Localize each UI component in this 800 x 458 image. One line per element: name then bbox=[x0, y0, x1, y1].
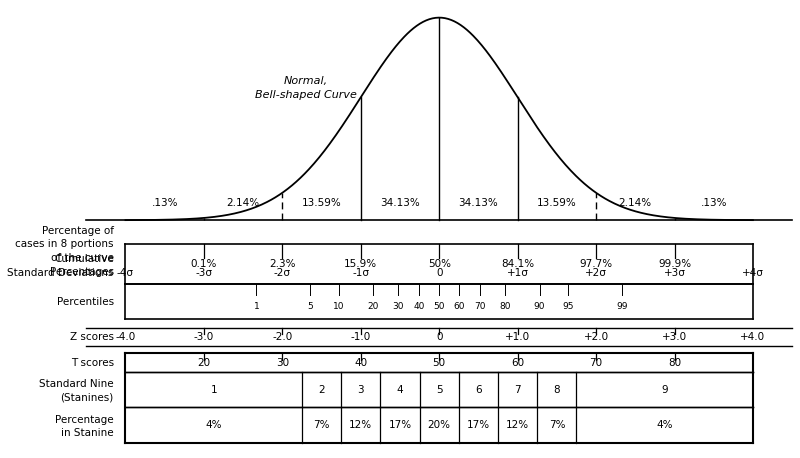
Text: 30: 30 bbox=[392, 301, 404, 311]
Text: Percentiles: Percentiles bbox=[57, 297, 114, 307]
Text: Cumulative: Cumulative bbox=[54, 254, 114, 264]
Text: 97.7%: 97.7% bbox=[579, 259, 613, 269]
Text: 20%: 20% bbox=[428, 420, 450, 430]
Text: Standard Deviations: Standard Deviations bbox=[7, 268, 114, 278]
Text: 80: 80 bbox=[499, 301, 511, 311]
Text: -3σ: -3σ bbox=[195, 268, 213, 278]
Text: 1: 1 bbox=[254, 301, 259, 311]
Text: 70: 70 bbox=[590, 358, 602, 368]
Text: 40: 40 bbox=[354, 358, 367, 368]
Text: 8: 8 bbox=[554, 385, 560, 395]
Text: +2.0: +2.0 bbox=[583, 332, 609, 342]
Text: -2.0: -2.0 bbox=[272, 332, 293, 342]
Text: Percentages: Percentages bbox=[50, 267, 114, 277]
Text: 0.1%: 0.1% bbox=[190, 259, 217, 269]
Text: +2σ: +2σ bbox=[585, 268, 607, 278]
Text: 5: 5 bbox=[307, 301, 313, 311]
Text: -3.0: -3.0 bbox=[194, 332, 214, 342]
Text: 95: 95 bbox=[562, 301, 574, 311]
Text: 20: 20 bbox=[198, 358, 210, 368]
Text: 0: 0 bbox=[436, 332, 442, 342]
Text: +4σ: +4σ bbox=[742, 268, 764, 278]
Text: 1: 1 bbox=[210, 385, 217, 395]
Text: 2.3%: 2.3% bbox=[269, 259, 296, 269]
Text: 13.59%: 13.59% bbox=[302, 197, 342, 207]
Text: Z scores: Z scores bbox=[70, 332, 114, 342]
Text: 60: 60 bbox=[454, 301, 465, 311]
Text: 7: 7 bbox=[514, 385, 521, 395]
Text: Percentage: Percentage bbox=[55, 414, 114, 425]
Text: 4: 4 bbox=[397, 385, 403, 395]
Text: 4%: 4% bbox=[206, 420, 222, 430]
Text: 0: 0 bbox=[436, 268, 442, 278]
Text: 70: 70 bbox=[474, 301, 486, 311]
Text: 2.14%: 2.14% bbox=[618, 197, 652, 207]
Text: 50%: 50% bbox=[428, 259, 450, 269]
Text: T scores: T scores bbox=[70, 358, 114, 368]
Text: 80: 80 bbox=[668, 358, 681, 368]
Text: +4.0: +4.0 bbox=[740, 332, 766, 342]
Text: 20: 20 bbox=[367, 301, 379, 311]
Text: 50: 50 bbox=[433, 358, 446, 368]
Text: 10: 10 bbox=[333, 301, 345, 311]
Text: 2: 2 bbox=[318, 385, 325, 395]
Text: -4.0: -4.0 bbox=[115, 332, 136, 342]
Text: 34.13%: 34.13% bbox=[458, 197, 498, 207]
Text: 5: 5 bbox=[436, 385, 442, 395]
Text: 84.1%: 84.1% bbox=[501, 259, 534, 269]
Text: 3: 3 bbox=[358, 385, 364, 395]
Text: .13%: .13% bbox=[701, 197, 727, 207]
Text: Normal,
Bell-shaped Curve: Normal, Bell-shaped Curve bbox=[255, 76, 357, 100]
Text: -1σ: -1σ bbox=[352, 268, 370, 278]
Text: -1.0: -1.0 bbox=[350, 332, 371, 342]
Text: 17%: 17% bbox=[467, 420, 490, 430]
Text: 50: 50 bbox=[434, 301, 445, 311]
Text: 7%: 7% bbox=[549, 420, 565, 430]
Text: Standard Nine: Standard Nine bbox=[39, 380, 114, 389]
Text: +3.0: +3.0 bbox=[662, 332, 687, 342]
Text: 12%: 12% bbox=[350, 420, 372, 430]
Text: of the curve: of the curve bbox=[50, 253, 114, 262]
Text: 40: 40 bbox=[414, 301, 425, 311]
Text: -4σ: -4σ bbox=[117, 268, 134, 278]
Text: 99.9%: 99.9% bbox=[658, 259, 691, 269]
Text: 99: 99 bbox=[616, 301, 628, 311]
Text: .13%: .13% bbox=[151, 197, 178, 207]
Text: 90: 90 bbox=[534, 301, 546, 311]
Text: 13.59%: 13.59% bbox=[537, 197, 577, 207]
Text: +3σ: +3σ bbox=[663, 268, 686, 278]
Text: 2.14%: 2.14% bbox=[226, 197, 260, 207]
Text: (Stanines): (Stanines) bbox=[61, 393, 114, 403]
Text: 60: 60 bbox=[511, 358, 524, 368]
Text: 15.9%: 15.9% bbox=[344, 259, 378, 269]
Text: in Stanine: in Stanine bbox=[61, 428, 114, 438]
Text: 6: 6 bbox=[475, 385, 482, 395]
Text: Percentage of: Percentage of bbox=[42, 226, 114, 236]
Text: 30: 30 bbox=[276, 358, 289, 368]
Text: +1.0: +1.0 bbox=[505, 332, 530, 342]
Text: cases in 8 portions: cases in 8 portions bbox=[15, 240, 114, 250]
Text: -2σ: -2σ bbox=[274, 268, 291, 278]
Text: +1σ: +1σ bbox=[506, 268, 529, 278]
Text: 17%: 17% bbox=[389, 420, 411, 430]
Text: 7%: 7% bbox=[314, 420, 330, 430]
Text: 4%: 4% bbox=[657, 420, 673, 430]
Text: 12%: 12% bbox=[506, 420, 530, 430]
Text: 9: 9 bbox=[662, 385, 668, 395]
Text: 34.13%: 34.13% bbox=[380, 197, 420, 207]
